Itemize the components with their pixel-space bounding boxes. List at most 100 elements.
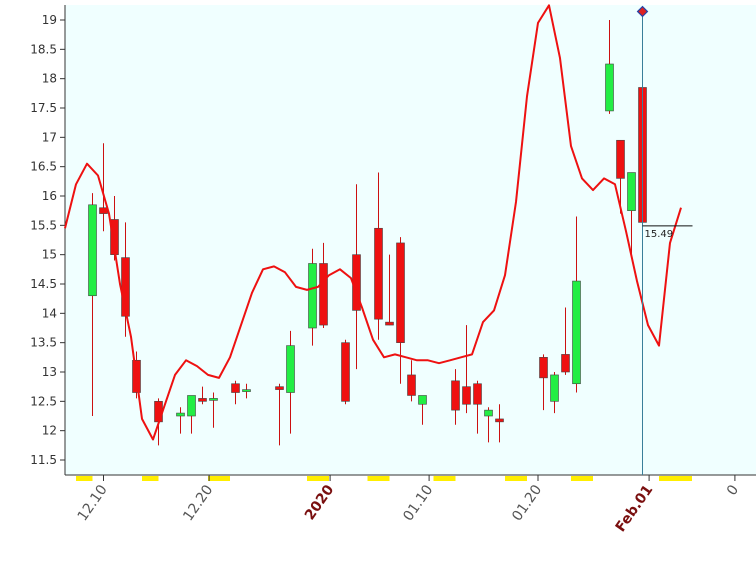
candle[interactable] xyxy=(88,193,97,416)
candle[interactable] xyxy=(308,248,317,346)
candle-body-down xyxy=(319,263,328,326)
y-tick-label: 15.5 xyxy=(30,218,57,232)
candle[interactable] xyxy=(572,216,581,393)
candle-body-down xyxy=(539,357,548,379)
candle-body-up xyxy=(88,204,97,297)
axis-highlight-5 xyxy=(433,476,456,481)
x-tick-label: 12.10 xyxy=(75,482,111,524)
axis-highlight-6 xyxy=(505,476,527,481)
candle[interactable] xyxy=(385,254,394,326)
axis-highlight-8 xyxy=(659,476,692,481)
candle[interactable] xyxy=(616,139,625,214)
candle[interactable] xyxy=(341,339,350,405)
y-tick-label: 14 xyxy=(42,306,57,320)
axis-highlight-4 xyxy=(367,476,390,481)
x-tick-label: Feb.01 xyxy=(613,482,657,535)
candle-body-up xyxy=(209,398,218,401)
candle[interactable] xyxy=(407,360,416,402)
y-tick-label: 13.5 xyxy=(30,336,57,350)
x-tick-label: 01.10 xyxy=(400,482,436,524)
candle-body-down xyxy=(198,398,207,402)
x-axis: 12.10 12.20 2020 01.10 01.20 Feb.01 0 xyxy=(65,474,756,535)
y-tick-label: 15 xyxy=(42,248,57,262)
y-tick-label: 16 xyxy=(42,189,57,203)
axis-highlight-1 xyxy=(142,476,159,481)
candle[interactable] xyxy=(396,237,405,384)
candle[interactable] xyxy=(275,383,284,446)
candle[interactable] xyxy=(473,380,482,434)
candle[interactable] xyxy=(242,383,251,399)
candle[interactable] xyxy=(319,242,328,328)
candle-body-down xyxy=(99,207,108,214)
candle-body-down xyxy=(385,321,394,326)
y-tick-label: 12.5 xyxy=(30,394,57,408)
candle-body-up xyxy=(242,389,251,392)
candle-body-down xyxy=(275,386,284,390)
candle[interactable] xyxy=(198,386,207,405)
candle-body-up xyxy=(627,172,636,211)
candle-body-down xyxy=(561,354,570,373)
moving-average-line xyxy=(64,4,682,441)
candle[interactable] xyxy=(484,407,493,443)
y-tick-label: 12 xyxy=(42,424,57,438)
axis-highlight-7 xyxy=(571,476,593,481)
candle[interactable] xyxy=(495,404,504,443)
candle-body-down xyxy=(616,139,625,179)
candle-body-down xyxy=(396,242,405,343)
candle[interactable] xyxy=(550,372,559,414)
candle-body-down xyxy=(154,401,163,423)
y-tick-label: 14.5 xyxy=(30,277,57,291)
x-tick-label: 01.20 xyxy=(509,482,545,524)
highlight-segments xyxy=(76,476,692,481)
axis-highlight-3 xyxy=(307,476,329,481)
candle-body-down xyxy=(451,380,460,411)
y-tick-label: 17.5 xyxy=(30,101,57,115)
candle-body-down xyxy=(341,342,350,402)
axis-highlight-0 xyxy=(76,476,93,481)
candle-body-down xyxy=(407,374,416,396)
candle[interactable] xyxy=(176,407,185,434)
x-tick-label: 2020 xyxy=(302,482,338,523)
crosshair-marker-icon[interactable] xyxy=(636,5,649,18)
candle-body-up xyxy=(550,374,559,402)
y-tick-label: 18.5 xyxy=(30,42,57,56)
candle[interactable] xyxy=(418,395,427,425)
candle-body-up xyxy=(572,280,581,385)
y-tick-label: 17 xyxy=(42,130,57,144)
y-tick-label: 18 xyxy=(42,72,57,86)
candle-body-down xyxy=(495,418,504,423)
candle[interactable] xyxy=(539,354,548,411)
candle[interactable] xyxy=(605,20,614,114)
candle[interactable] xyxy=(286,330,295,434)
y-tick-label: 13 xyxy=(42,365,57,379)
candle-body-up xyxy=(308,263,317,329)
candle-body-down xyxy=(462,386,471,405)
crosshair: 15.49 xyxy=(636,5,693,475)
candle[interactable] xyxy=(451,369,460,425)
candle-body-up xyxy=(484,409,493,417)
candle[interactable] xyxy=(231,380,240,405)
x-tick-label: 0 xyxy=(724,482,742,498)
x-tick-label: 12.20 xyxy=(180,482,216,524)
axis-highlight-2 xyxy=(208,476,230,481)
candle-body-up xyxy=(605,63,614,112)
candle-body-up xyxy=(286,345,295,393)
candle-body-up xyxy=(418,395,427,405)
candle-body-up xyxy=(187,395,196,417)
candle[interactable] xyxy=(561,307,570,375)
y-axis: 11.5 12 12.5 13 13.5 14 14.5 15 15.5 16 16.5 17 17.5… xyxy=(30,5,66,475)
candle[interactable] xyxy=(462,325,471,414)
y-tick-label: 11.5 xyxy=(30,453,57,467)
candle[interactable] xyxy=(209,392,218,428)
current-price-label: 15.49 xyxy=(645,229,674,240)
y-tick-label: 19 xyxy=(42,13,57,27)
candle-body-down xyxy=(231,383,240,393)
plot-area[interactable] xyxy=(65,5,756,475)
candle-body-down xyxy=(374,227,383,320)
candle[interactable] xyxy=(374,172,383,340)
candle-body-up xyxy=(176,412,185,417)
candle[interactable] xyxy=(187,395,196,434)
candle[interactable] xyxy=(627,172,636,258)
